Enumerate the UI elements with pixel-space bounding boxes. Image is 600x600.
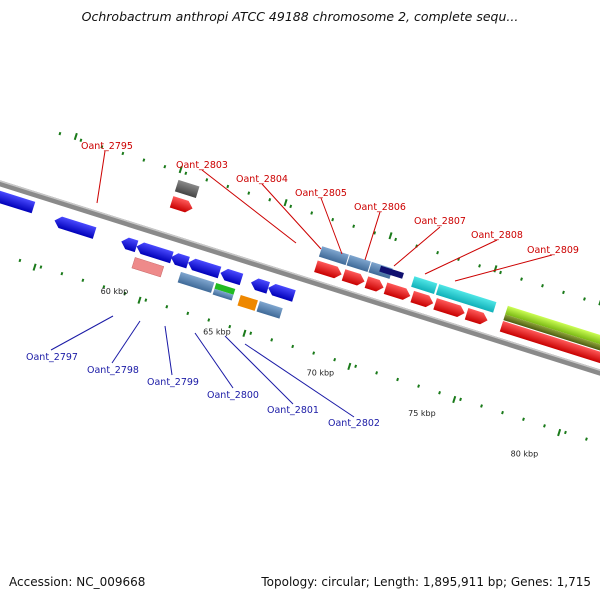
label-oant-2798: Oant_2798	[87, 365, 139, 376]
gene-reverse-f	[188, 258, 222, 279]
label-oant-2802: Oant_2802	[328, 418, 380, 429]
genome-backbone	[0, 150, 600, 416]
gene-oant-2809	[464, 308, 488, 325]
label-oant-2807: Oant_2807	[414, 216, 466, 227]
accession-text: Accession: NC_009668	[9, 575, 146, 589]
gene-oant-2801	[256, 300, 283, 319]
label-oant-2805: Oant_2805	[295, 188, 347, 199]
gene-oant-2806	[383, 282, 411, 300]
gene-oant-2795	[169, 196, 193, 213]
map-title: Ochrobactrum anthropi ATCC 49188 chromos…	[81, 9, 519, 24]
gene-reverse-h	[251, 278, 270, 294]
gene-oant-2799	[214, 283, 236, 295]
scale-label-80kbp: 80 kbp	[511, 450, 539, 459]
gene-reverse-b	[54, 216, 97, 239]
scale-label-60kbp: 60 kbp	[101, 287, 129, 296]
gene-oant-2800	[237, 294, 258, 311]
scale-label-70kbp: 70 kbp	[307, 368, 335, 377]
gene-oant-2808	[433, 298, 465, 318]
gene-oant-2795-related	[174, 179, 200, 198]
gene-long-red	[499, 321, 600, 380]
callout-lines	[50, 150, 553, 418]
label-oant-2800: Oant_2800	[207, 390, 259, 401]
label-oant-2801: Oant_2801	[267, 405, 319, 416]
label-oant-2803: Oant_2803	[176, 160, 228, 171]
label-oant-2806: Oant_2806	[354, 202, 406, 213]
gene-oant-2804	[341, 269, 365, 286]
label-oant-2795: Oant_2795	[81, 141, 133, 152]
scale-label-65kbp: 65 kbp	[203, 327, 231, 336]
gene-olive	[503, 314, 600, 369]
label-oant-2797: Oant_2797	[26, 352, 78, 363]
label-oant-2808: Oant_2808	[471, 230, 523, 241]
gene-lime	[505, 305, 600, 363]
gene-reverse-g	[220, 268, 244, 286]
gene-oant-2797	[131, 257, 165, 278]
gene-reverse-e	[170, 253, 190, 269]
gene-reverse-a	[0, 190, 36, 214]
lower-tick-row	[18, 258, 588, 441]
gene-oant-2807	[410, 290, 434, 308]
gene-reverse-i	[268, 283, 296, 302]
gene-oant-2798	[177, 271, 215, 293]
label-oant-2804: Oant_2804	[236, 174, 288, 185]
label-oant-2809: Oant_2809	[527, 245, 579, 256]
gene-reverse-c	[121, 237, 139, 253]
label-oant-2799: Oant_2799	[147, 377, 199, 388]
gene-oant-2803	[314, 260, 342, 279]
gene-reverse-d	[136, 242, 174, 264]
gene-oant-2803-related	[318, 246, 349, 266]
scale-label-75kbp: 75 kbp	[408, 409, 436, 418]
forward-strand	[169, 179, 600, 380]
topology-text: Topology: circular; Length: 1,895,911 bp…	[261, 575, 591, 589]
gene-oant-2805	[364, 276, 384, 292]
reverse-strand	[0, 190, 296, 319]
upper-tick-row	[58, 131, 600, 306]
